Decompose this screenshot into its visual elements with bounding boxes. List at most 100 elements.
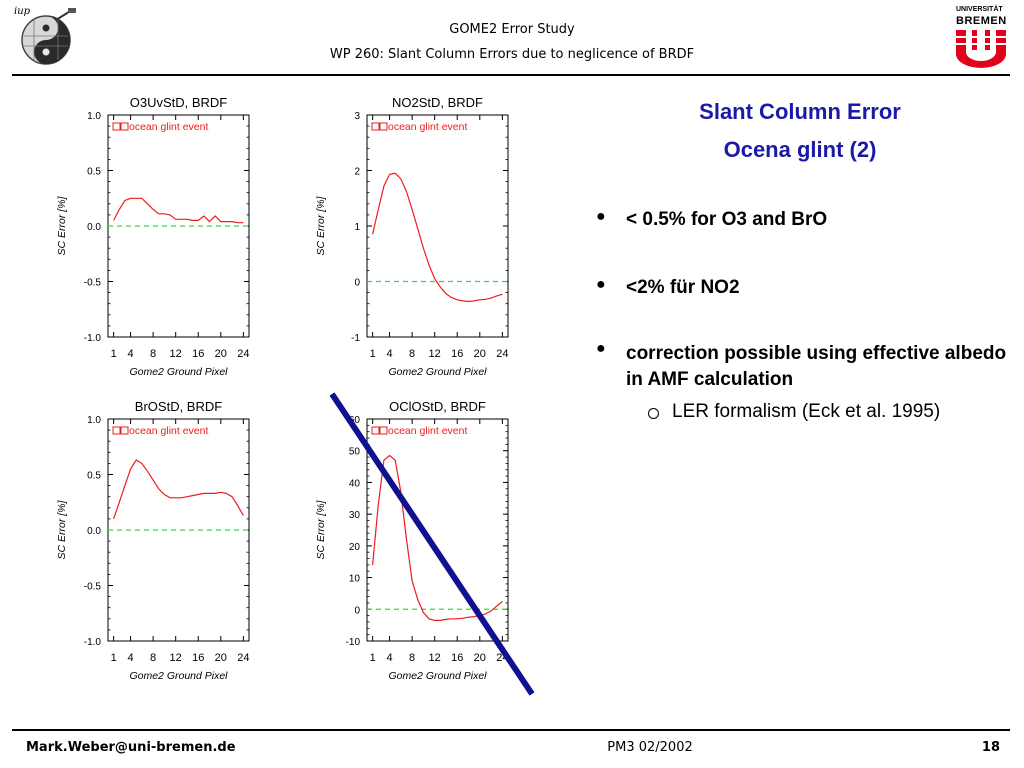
- series-line: [372, 454, 503, 622]
- x-axis-label: Gome2 Ground Pixel: [388, 366, 487, 378]
- header-divider: [12, 74, 1010, 76]
- legend-marker: [112, 426, 121, 435]
- header-title: GOME2 Error Study: [449, 22, 575, 37]
- x-tick-label: 1: [111, 348, 117, 360]
- legend-marker: [379, 426, 388, 435]
- x-tick-label: 20: [215, 652, 227, 664]
- x-tick-label: 24: [496, 652, 508, 664]
- bullet-text: correction possible using effective albe…: [626, 343, 1007, 390]
- y-tick-label: 0.5: [87, 471, 101, 482]
- slide-title-line1: Slant Column Error: [699, 99, 901, 124]
- legend-marker: [120, 426, 129, 435]
- y-tick-label: 0: [354, 278, 360, 289]
- bullet-dot-icon: ●: [596, 276, 606, 293]
- x-tick-label: 16: [451, 652, 463, 664]
- x-tick-label: 4: [386, 348, 392, 360]
- y-tick-label: 0.0: [87, 526, 101, 537]
- y-tick-label: 10: [349, 574, 361, 585]
- x-tick-label: 1: [111, 652, 117, 664]
- x-tick-label: 12: [429, 652, 441, 664]
- legend-marker: [379, 122, 388, 131]
- x-tick-label: 12: [429, 348, 441, 360]
- x-tick-label: 4: [127, 652, 133, 664]
- header-subtitle: WP 260: Slant Column Errors due to negli…: [329, 47, 695, 62]
- footer-email: Mark.Weber@uni-bremen.de: [26, 740, 236, 755]
- y-tick-label: 1.0: [87, 111, 101, 122]
- y-tick-label: -0.5: [84, 278, 102, 289]
- x-tick-label: 8: [150, 348, 156, 360]
- iup-logo-text: iup: [14, 6, 31, 17]
- x-tick-label: 8: [409, 652, 415, 664]
- chart-panel: O3UvStD, BRDF 1.0 0.5 0.0 -0.5 -1.0 1 4 8 12 16 20 2…: [56, 95, 250, 378]
- y-tick-label: 1.0: [87, 415, 101, 426]
- legend-label: ocean glint event: [388, 121, 467, 133]
- x-tick-label: 1: [370, 652, 376, 664]
- sub-bullet-text: LER formalism (Eck et al. 1995): [672, 401, 941, 422]
- series-line: [113, 459, 244, 520]
- y-tick-label: -1.0: [84, 333, 102, 344]
- x-tick-label: 1: [370, 348, 376, 360]
- footer-date: PM3 02/2002: [607, 740, 693, 755]
- bullet-dot-icon: ●: [596, 208, 606, 225]
- x-tick-label: 8: [150, 652, 156, 664]
- x-tick-label: 20: [474, 652, 486, 664]
- y-tick-label: -1.0: [84, 637, 102, 648]
- y-tick-label: 0.0: [87, 222, 101, 233]
- hollow-circle-icon: [648, 408, 659, 419]
- series-line: [113, 197, 244, 224]
- y-tick-label: 30: [349, 510, 361, 521]
- footer-divider: [12, 729, 1010, 731]
- series-line: [372, 172, 503, 303]
- x-tick-label: 24: [237, 652, 249, 664]
- y-axis-label: SC Error [%]: [56, 195, 68, 255]
- x-tick-label: 24: [237, 348, 249, 360]
- x-tick-label: 20: [215, 348, 227, 360]
- bullet-text: < 0.5% for O3 and BrO: [626, 209, 828, 230]
- legend-label: ocean glint event: [129, 121, 208, 133]
- chart-title: NO2StD, BRDF: [392, 95, 483, 110]
- uni-bremen-logo-text-1: UNIVERSITÄT: [956, 6, 1003, 13]
- x-tick-label: 16: [192, 348, 204, 360]
- bullet-text: <2% für NO2: [626, 277, 740, 298]
- legend-marker: [371, 426, 380, 435]
- x-tick-label: 4: [127, 348, 133, 360]
- x-tick-label: 8: [409, 348, 415, 360]
- chart-panel: OClOStD, BRDF 60 50 40 30 20 10 0 -10 1 4 8 12 16 20 24…: [315, 399, 509, 682]
- legend-label: ocean glint event: [129, 425, 208, 437]
- uni-bremen-logo-text-2: BREMEN: [956, 15, 1007, 27]
- y-tick-label: -10: [346, 637, 361, 648]
- x-tick-label: 16: [451, 348, 463, 360]
- y-tick-label: 3: [354, 111, 360, 122]
- x-tick-label: 24: [496, 348, 508, 360]
- y-tick-label: 50: [349, 447, 361, 458]
- y-axis-label: SC Error [%]: [56, 499, 68, 559]
- chart-frame: [366, 114, 509, 338]
- y-tick-label: 40: [349, 478, 361, 489]
- chart-title: OClOStD, BRDF: [389, 399, 486, 414]
- chart-title: O3UvStD, BRDF: [130, 95, 228, 110]
- chart-frame: [366, 418, 509, 642]
- y-tick-label: 2: [354, 167, 360, 178]
- chart-panel: BrOStD, BRDF 1.0 0.5 0.0 -0.5 -1.0 1 4 8 12 16 20 24…: [56, 399, 250, 682]
- y-tick-label: -1: [351, 333, 360, 344]
- x-tick-label: 12: [170, 348, 182, 360]
- legend-marker: [112, 122, 121, 131]
- x-axis-label: Gome2 Ground Pixel: [129, 366, 228, 378]
- x-tick-label: 12: [170, 652, 182, 664]
- y-tick-label: 20: [349, 542, 361, 553]
- y-tick-label: 0.5: [87, 167, 101, 178]
- footer-page-number: 18: [981, 740, 1000, 755]
- iup-logo: iup: [12, 6, 78, 68]
- legend-label: ocean glint event: [388, 425, 467, 437]
- y-axis-label: SC Error [%]: [315, 195, 327, 255]
- y-axis-label: SC Error [%]: [315, 499, 327, 559]
- legend-marker: [371, 122, 380, 131]
- y-tick-label: 60: [349, 415, 361, 426]
- slide-title-line2: Ocena glint (2): [723, 137, 877, 162]
- y-tick-label: 0: [354, 605, 360, 616]
- x-axis-label: Gome2 Ground Pixel: [388, 670, 487, 682]
- chart-title: BrOStD, BRDF: [135, 399, 222, 414]
- x-tick-label: 16: [192, 652, 204, 664]
- y-tick-label: -0.5: [84, 582, 102, 593]
